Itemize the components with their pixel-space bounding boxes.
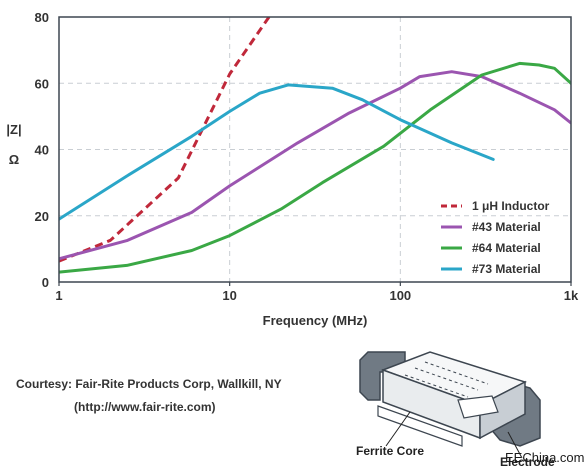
x-axis-label: Frequency (MHz) [263, 313, 368, 328]
axes: Frequency (MHz) |Z| Ω 1 10 100 1k 0 20 40 60 80 [6, 10, 579, 328]
y-tick-label: 40 [35, 143, 49, 158]
internal-trace [424, 361, 489, 385]
internal-trace [404, 374, 469, 398]
y-tick-label: 0 [42, 275, 49, 290]
legend-label: #64 Material [472, 241, 541, 255]
internal-trace [414, 367, 479, 391]
series-line-4 [59, 83, 495, 221]
electrode-pointer [507, 431, 523, 459]
x-tick-label: 1 [55, 288, 62, 303]
ferrite-bead-illustration: Ferrite Core Electrode [356, 351, 555, 469]
ferrite-core-pointer [385, 411, 411, 447]
ferrite-side [479, 380, 526, 440]
conductor-strip [377, 405, 463, 447]
legend-label: #43 Material [472, 220, 541, 234]
legend-label: 1 μH Inductor [472, 199, 550, 213]
series-line-2 [59, 70, 571, 261]
legend-label: #73 Material [472, 262, 541, 276]
x-tick-label: 10 [222, 288, 236, 303]
legend: 1 μH Inductor #43 Material #64 Material #73… [441, 199, 550, 276]
series-line-3 [59, 61, 571, 274]
y-tick-label: 60 [35, 76, 49, 91]
watermark: EEChina.com [505, 450, 584, 465]
x-tick-label: 1k [564, 288, 579, 303]
ferrite-core-label: Ferrite Core [356, 444, 424, 458]
courtesy-url: (http://www.fair-rite.com) [74, 400, 216, 414]
electrode-label: Electrode [500, 455, 555, 469]
x-tick-label: 100 [389, 288, 411, 303]
y-axis-label-bottom: Ω [9, 152, 19, 167]
courtesy-line-1: Courtesy: Fair-Rite Products Corp, Wallk… [16, 377, 282, 391]
y-tick-label: 80 [35, 10, 49, 25]
y-axis-label-top: |Z| [6, 122, 21, 137]
electrode-block-left [359, 351, 406, 401]
electrode-tab-right [457, 395, 499, 419]
series-lines [59, 17, 571, 274]
grid [59, 17, 571, 282]
plot-frame [58, 16, 572, 283]
series-line-1 [59, 17, 271, 263]
y-tick-label: 20 [35, 209, 49, 224]
